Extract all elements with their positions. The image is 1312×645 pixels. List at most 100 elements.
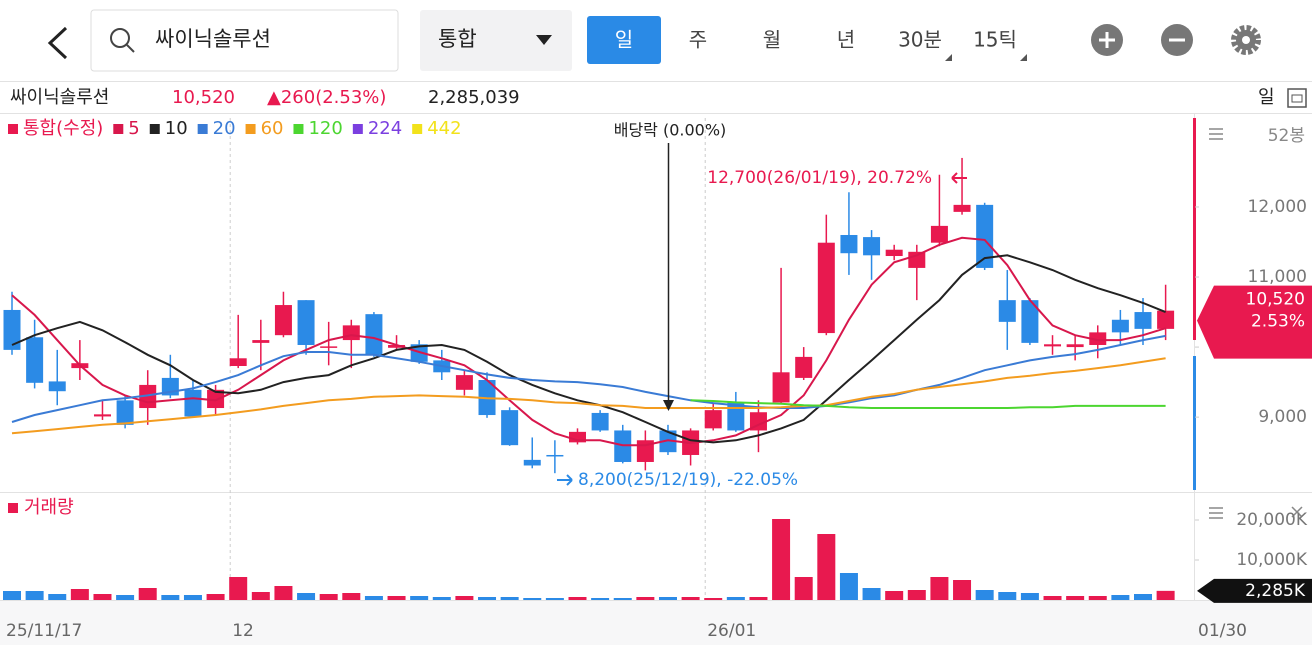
volume-bar (251, 592, 270, 600)
candle-body (184, 389, 202, 417)
volume-bar (161, 595, 180, 600)
candle-body (704, 410, 722, 429)
candle-body (320, 346, 338, 348)
volume-bar (455, 596, 474, 600)
tab-corner (1020, 54, 1027, 61)
volume-bar (839, 573, 858, 600)
tab[interactable]: 년 (837, 28, 855, 52)
volume-bar (297, 593, 316, 600)
volume-bar (523, 598, 542, 600)
volume-bar (930, 577, 949, 600)
candle-body (1044, 344, 1062, 347)
volume-bar (613, 598, 632, 600)
price-badge (1197, 285, 1312, 359)
candle-body (26, 337, 44, 383)
y-tick-label: 10,000K (1236, 550, 1307, 570)
volume-bar (25, 591, 44, 600)
volume-bar (591, 598, 610, 600)
volume-bar (364, 596, 383, 600)
candle-body (297, 300, 315, 345)
volume-bar (568, 597, 587, 600)
ma-line (11, 357, 1166, 435)
legend-swatch (149, 124, 160, 134)
volume-bar (704, 598, 723, 600)
candle-body (48, 381, 66, 392)
volume-bar (3, 591, 21, 600)
x-tick-label: 01/30 (1198, 621, 1247, 641)
bar-count: 52봉 (1268, 126, 1305, 146)
period-toggle[interactable] (1287, 88, 1307, 108)
candle-body (455, 375, 473, 390)
volume-bar (319, 594, 338, 600)
candle-body (795, 356, 813, 378)
volume-bar (274, 586, 293, 600)
search-icon (126, 44, 135, 53)
volume-bar (885, 591, 904, 600)
menu-icon[interactable] (1209, 128, 1223, 140)
annotation-arrow (951, 172, 967, 184)
volume-bar (410, 596, 429, 600)
y-tick-label: 20,000K (1236, 510, 1307, 530)
candle-body (1066, 344, 1084, 348)
search-text: 싸이닉솔루션 (155, 27, 271, 51)
legend-label: 10 (165, 118, 188, 139)
tab[interactable]: 일 (615, 28, 633, 52)
ma-line (11, 236, 1166, 447)
stock-volume: 2,285,039 (428, 87, 520, 108)
candle-body (1111, 319, 1129, 333)
candle-body (342, 325, 360, 341)
close-icon[interactable] (1291, 506, 1303, 518)
gear-hole (1242, 36, 1250, 44)
tab[interactable]: 30분 (898, 28, 942, 52)
zoom-in-icon (1099, 32, 1115, 48)
menu-icon[interactable] (1209, 507, 1223, 519)
annotation-arrowhead (663, 400, 674, 411)
dropdown-text: 통합 (438, 27, 477, 51)
volume-bar (975, 590, 994, 600)
candle-body (930, 225, 948, 243)
volume-bar (500, 597, 519, 600)
back-button[interactable] (47, 26, 68, 60)
volume-bar (1088, 596, 1107, 600)
candle-body (207, 389, 225, 409)
volume-bar (907, 590, 926, 600)
volume-bar (116, 595, 135, 600)
search-box[interactable] (90, 9, 399, 72)
tab[interactable]: 월 (763, 28, 781, 52)
volume-bar (817, 534, 836, 600)
annotation: 12,700(26/01/19), 20.72% (707, 168, 932, 188)
volume-bar (229, 577, 248, 600)
volume-bar (1134, 594, 1152, 600)
stock-price: 10,520 (172, 87, 235, 108)
legend-swatch (8, 124, 18, 134)
price-badge-change: 2.53% (1251, 312, 1305, 332)
legend-label: 224 (368, 118, 402, 139)
annotation: 배당락 (0.00%) (614, 121, 727, 140)
legend-swatch (113, 124, 124, 134)
volume-bar (681, 597, 700, 600)
gear-teeth (1231, 25, 1261, 55)
dropdown[interactable] (420, 10, 572, 71)
price-badge-label: 10,520 (1246, 290, 1305, 310)
settings[interactable] (1231, 25, 1261, 55)
volume-bar (636, 597, 655, 600)
period: 일 (1258, 87, 1275, 108)
tab[interactable]: 주 (689, 28, 707, 52)
legend-swatch (293, 124, 304, 134)
candle-body (953, 204, 971, 212)
volume-legend-swatch (8, 503, 18, 513)
volume-bar (206, 594, 225, 600)
tab[interactable]: 15틱 (973, 28, 1017, 52)
candle-body (998, 300, 1016, 322)
candle-body (388, 344, 406, 348)
volume-badge-label: 2,285K (1245, 581, 1306, 601)
legend-swatch (412, 124, 423, 134)
volume-bar (70, 589, 89, 600)
x-tick-label: 25/11/17 (6, 621, 82, 641)
candle-body (116, 400, 134, 425)
legend-label: 60 (261, 118, 284, 139)
candle-body (1021, 300, 1039, 343)
candle-body (274, 305, 292, 336)
candle-body (410, 344, 428, 362)
